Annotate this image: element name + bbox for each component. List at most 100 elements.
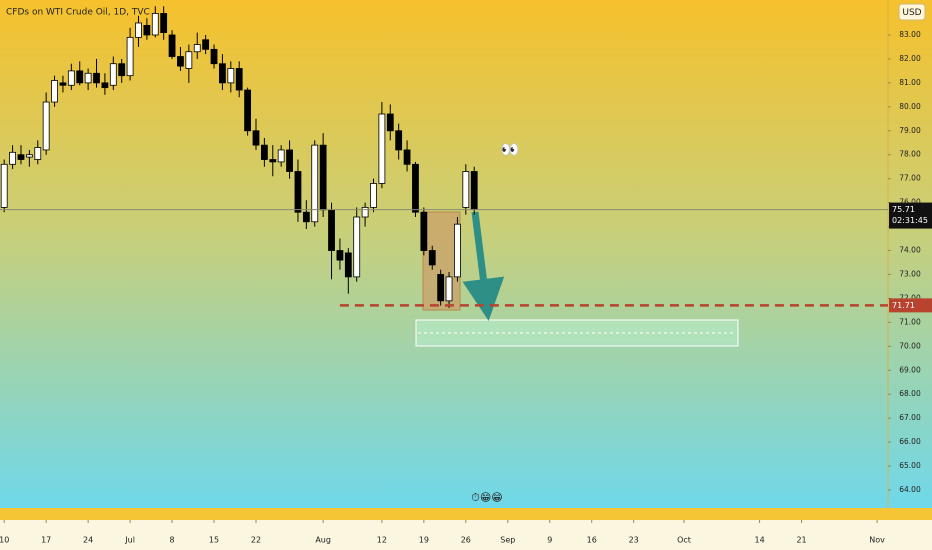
candle-body <box>260 144 268 160</box>
emoji-note: 👀 <box>501 141 520 159</box>
plot-background <box>0 0 932 508</box>
candle-body <box>25 154 33 158</box>
x-axis-area <box>0 520 932 550</box>
candle-body <box>328 209 335 251</box>
candle-body <box>428 250 436 266</box>
level-label-bg <box>889 298 932 313</box>
bottom-band <box>0 508 932 520</box>
x-tick-label: 12 <box>377 536 387 545</box>
candle-body <box>344 252 352 278</box>
candle-body <box>302 211 310 223</box>
candle-body <box>193 44 201 53</box>
candle-body <box>269 159 277 163</box>
candle-body <box>135 22 142 38</box>
x-tick-label: 21 <box>796 536 806 545</box>
candle-body <box>160 13 168 33</box>
x-tick-label: Sep <box>500 536 515 545</box>
price-countdown: 02:31:45 <box>892 216 928 225</box>
candle-body <box>101 82 109 89</box>
y-tick-label: 81.00 <box>899 78 921 87</box>
x-tick-label: 23 <box>629 536 639 545</box>
y-tick-label: 80.00 <box>899 102 921 111</box>
x-tick-label: 9 <box>547 536 552 545</box>
candle-body <box>93 72 100 84</box>
candle-body <box>34 147 42 160</box>
x-tick-label: 14 <box>754 536 764 545</box>
y-tick-label: 69.00 <box>899 365 921 374</box>
candle-body <box>151 13 159 36</box>
candle-body <box>403 149 411 165</box>
candle-body <box>17 154 25 160</box>
candle-body <box>470 171 478 210</box>
y-tick-label: 76.00 <box>899 198 921 207</box>
candle-body <box>420 211 428 251</box>
candle-body <box>177 56 184 67</box>
currency[interactable]: USD <box>902 8 921 18</box>
y-tick-label: 77.00 <box>899 174 921 183</box>
x-tick-label: 15 <box>209 536 219 545</box>
chart-title: CFDs on WTI Crude Oil, 1D, TVC <box>6 8 150 18</box>
candle-body <box>277 149 285 163</box>
x-tick-label: 10 <box>0 536 9 545</box>
y-tick-label: 74.00 <box>899 246 921 255</box>
level-label: 71.71 <box>892 301 915 310</box>
candle-body <box>353 216 361 278</box>
y-tick-label: 64.00 <box>899 485 921 494</box>
candle-body <box>126 36 134 77</box>
y-tick-label: 83.00 <box>899 30 921 39</box>
candle-body <box>437 274 445 302</box>
price-label: 75.71 <box>892 205 915 214</box>
x-tick-label: 16 <box>587 536 597 545</box>
currency-button[interactable] <box>898 3 926 21</box>
candle-body <box>51 80 58 103</box>
candle-body <box>412 163 419 213</box>
candle-body <box>454 223 461 278</box>
x-tick-label: 19 <box>419 536 429 545</box>
candle-body <box>378 113 386 184</box>
candle-body <box>9 151 16 165</box>
candle-body <box>462 171 470 208</box>
emoji-note: ⏱😁😁 <box>471 491 503 504</box>
x-tick-label: 17 <box>41 536 51 545</box>
candle-body <box>286 149 293 172</box>
x-tick-label: 8 <box>170 536 175 545</box>
y-tick-label: 68.00 <box>899 389 921 398</box>
candle-body <box>219 63 226 84</box>
candle-body <box>252 130 260 146</box>
candle-body <box>143 24 151 36</box>
y-tick-label: 67.00 <box>899 413 921 422</box>
candle-body <box>319 144 327 211</box>
candle-body <box>67 70 75 86</box>
candle-body <box>118 63 126 77</box>
candle-body <box>42 101 50 151</box>
x-tick-label: 26 <box>461 536 471 545</box>
candle-body <box>235 68 243 91</box>
y-tick-label: 73.00 <box>899 269 921 278</box>
candle-body <box>59 82 67 86</box>
x-tick-label: Nov <box>869 536 885 545</box>
candle-body <box>109 63 117 86</box>
y-tick-label: 78.00 <box>899 150 921 159</box>
y-tick-label: 71.00 <box>899 317 921 326</box>
candle-body <box>168 34 176 57</box>
candle-body <box>445 276 453 302</box>
y-tick-label: 66.00 <box>899 437 921 446</box>
candle-body <box>361 207 369 218</box>
y-tick-label: 65.00 <box>899 461 921 470</box>
candle-body <box>0 163 8 208</box>
x-tick-label: 22 <box>251 536 261 545</box>
y-tick-label: 82.00 <box>899 54 921 63</box>
price-label-bg <box>889 202 932 229</box>
x-tick-label: Jul <box>124 536 135 545</box>
candle-body <box>185 51 193 69</box>
x-tick-label: Oct <box>677 536 691 545</box>
arrow <box>462 211 505 321</box>
x-tick-label: 24 <box>83 536 93 545</box>
candle-body <box>210 48 218 65</box>
candle-body <box>386 113 394 132</box>
y-tick-label: 70.00 <box>899 341 921 350</box>
candle-body <box>395 130 403 151</box>
candle-body <box>370 183 377 208</box>
